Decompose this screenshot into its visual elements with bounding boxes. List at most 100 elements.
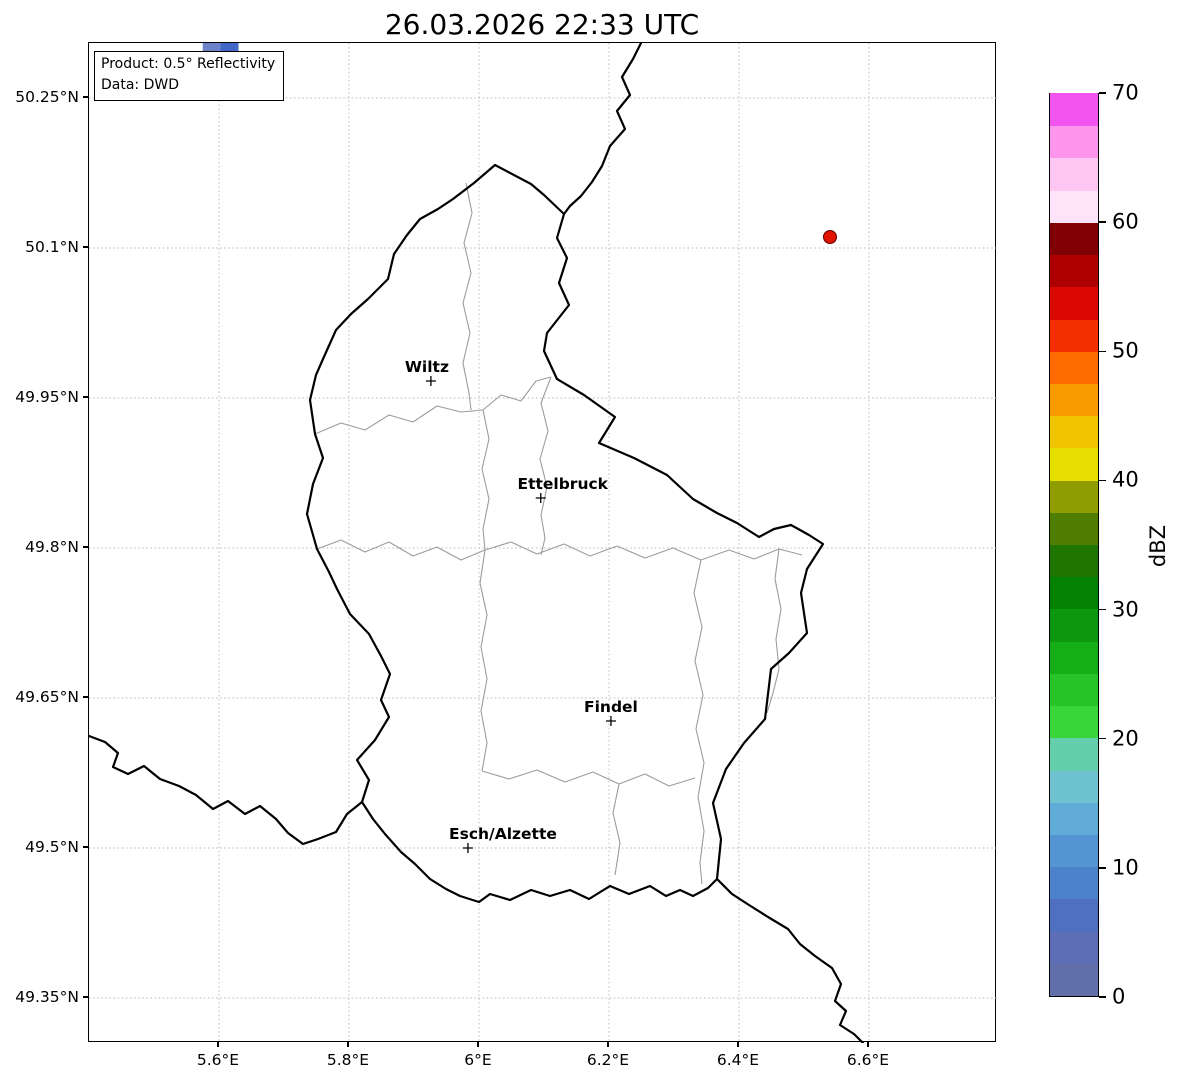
y-axis-tick-label: 49.35°N <box>15 988 79 1006</box>
colorbar-tick-label: 40 <box>1112 467 1139 492</box>
colorbar-segment <box>1050 608 1098 642</box>
y-axis-tick-label: 49.95°N <box>15 388 79 406</box>
x-axis-tick-label: 6°E <box>464 1051 492 1069</box>
x-axis-tick-label: 5.6°E <box>196 1051 240 1069</box>
district-border-line <box>479 549 488 772</box>
city-marker <box>425 376 436 386</box>
radar-echo-patch <box>202 43 221 51</box>
x-axis-tickmark <box>217 1042 219 1047</box>
y-axis-tick-label: 50.25°N <box>15 88 79 106</box>
figure-title: 26.03.2026 22:33 UTC <box>384 8 700 41</box>
radar-echo-patch <box>220 43 239 54</box>
district-border-line <box>539 376 552 556</box>
data-source-line: Data: DWD <box>101 77 179 93</box>
colorbar-unit-label: dBZ <box>1146 524 1170 568</box>
colorbar-segment <box>1050 866 1098 900</box>
colorbar-segment <box>1050 447 1098 481</box>
district-border-line <box>693 559 705 885</box>
city-marker <box>535 493 546 503</box>
colorbar-segment <box>1050 802 1098 835</box>
y-axis-tickmark <box>83 846 88 848</box>
x-axis-tickmark <box>347 1042 349 1047</box>
colorbar-tickmark <box>1099 608 1106 611</box>
x-axis-tick-label: 6.2°E <box>586 1051 630 1069</box>
colorbar-gradient <box>1050 93 1098 996</box>
y-axis-tickmark <box>83 546 88 548</box>
district-border-line <box>481 409 490 551</box>
district-border-line <box>484 541 803 561</box>
colorbar-tick-label: 50 <box>1112 338 1139 363</box>
y-axis-tickmark <box>83 246 88 248</box>
colorbar-segment <box>1050 512 1098 545</box>
colorbar-segment <box>1050 318 1098 352</box>
y-axis-tick-label: 49.8°N <box>25 538 79 556</box>
x-axis-tick-label: 6.6°E <box>846 1051 890 1069</box>
luxembourg-border <box>305 163 825 904</box>
x-axis-tickmark <box>737 1042 739 1047</box>
colorbar-segment <box>1050 383 1098 417</box>
country-borders <box>89 43 865 1043</box>
colorbar-segment <box>1050 125 1098 159</box>
colorbar-segment <box>1050 769 1098 803</box>
colorbar-tickmark <box>1099 996 1106 998</box>
colorbar-segment <box>1050 93 1098 127</box>
city-markers: Wiltz Ettelbruck Findel Esch/Alzette <box>405 358 638 853</box>
colorbar-segment <box>1050 222 1098 256</box>
y-axis-tickmark <box>83 996 88 998</box>
colorbar-tick-label: 30 <box>1112 597 1139 622</box>
colorbar-tickmark <box>1099 738 1106 740</box>
colorbar-tick-label: 0 <box>1112 984 1126 1009</box>
colorbar-segment <box>1050 157 1098 191</box>
district-border-line <box>766 548 782 714</box>
y-axis-tick-label: 49.65°N <box>15 688 79 706</box>
colorbar-segment <box>1050 673 1098 707</box>
colorbar-segment <box>1050 898 1098 932</box>
y-axis-tick-label: 49.5°N <box>25 838 79 856</box>
district-border-line <box>316 539 486 561</box>
colorbar-tickmark <box>1099 350 1106 352</box>
x-axis-tick-label: 6.4°E <box>716 1051 760 1069</box>
x-axis-tick-label: 5.8°E <box>326 1051 370 1069</box>
district-border-line <box>462 182 473 411</box>
colorbar-tickmark <box>1099 92 1106 94</box>
district-borders <box>314 182 803 885</box>
colorbar-segment <box>1050 576 1098 610</box>
colorbar-segment <box>1050 641 1098 674</box>
city-marker <box>462 843 473 853</box>
city-label: Wiltz <box>405 358 449 376</box>
colorbar-segment <box>1050 286 1098 320</box>
colorbar-tick-label: 70 <box>1112 80 1139 105</box>
x-axis-tickmark <box>867 1042 869 1047</box>
city-label: Esch/Alzette <box>449 825 557 843</box>
colorbar-tickmark <box>1099 479 1106 482</box>
city-label: Ettelbruck <box>517 475 608 493</box>
colorbar-tick-label: 20 <box>1112 726 1139 751</box>
belgium-germany-border <box>562 43 643 216</box>
y-axis-tick-label: 50.1°N <box>25 238 79 256</box>
y-axis-tickmark <box>83 696 88 698</box>
colorbar-tick-label: 10 <box>1112 855 1139 880</box>
colorbar-segment <box>1050 834 1098 868</box>
colorbar-segment <box>1050 737 1098 771</box>
map-canvas: Wiltz Ettelbruck Findel Esch/Alzette <box>89 43 997 1043</box>
y-axis-tickmark <box>83 96 88 98</box>
city-label: Findel <box>584 698 638 716</box>
x-axis-tickmark <box>477 1042 479 1047</box>
y-axis-tickmark <box>83 396 88 398</box>
district-border-line <box>314 376 552 435</box>
france-germany-border <box>715 877 865 1043</box>
colorbar-segment <box>1050 931 1098 964</box>
france-belgium-border <box>89 734 364 846</box>
radar-echo-layer <box>202 43 837 244</box>
district-border-line <box>612 783 621 876</box>
colorbar-segment <box>1050 963 1098 996</box>
colorbar-segment <box>1050 544 1098 578</box>
colorbar-segment <box>1050 480 1098 513</box>
gridlines <box>89 43 997 1043</box>
district-border-line <box>481 769 696 787</box>
radar-echo-dot <box>823 230 837 244</box>
product-info-box: Product: 0.5° Reflectivity Data: DWD <box>94 51 285 101</box>
map-plot-area: Wiltz Ettelbruck Findel Esch/Alzette Produc… <box>88 42 997 1043</box>
colorbar <box>1049 93 1099 997</box>
